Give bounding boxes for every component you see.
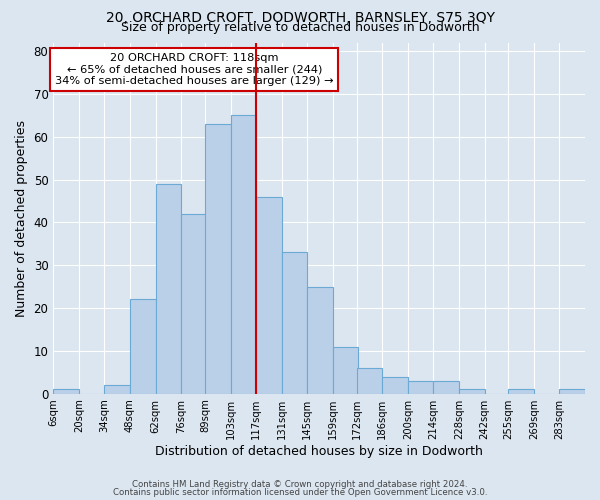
X-axis label: Distribution of detached houses by size in Dodworth: Distribution of detached houses by size … [155, 444, 483, 458]
Y-axis label: Number of detached properties: Number of detached properties [15, 120, 28, 316]
Text: 20, ORCHARD CROFT, DODWORTH, BARNSLEY, S75 3QY: 20, ORCHARD CROFT, DODWORTH, BARNSLEY, S… [106, 11, 494, 25]
Bar [356, 368, 382, 394]
Text: 20 ORCHARD CROFT: 118sqm
← 65% of detached houses are smaller (244)
34% of semi-: 20 ORCHARD CROFT: 118sqm ← 65% of detach… [55, 53, 334, 86]
Bar [205, 124, 230, 394]
Bar [408, 381, 433, 394]
Bar [104, 385, 130, 394]
Bar [230, 116, 256, 394]
Bar [333, 346, 358, 394]
Bar [256, 196, 281, 394]
Text: Contains HM Land Registry data © Crown copyright and database right 2024.: Contains HM Land Registry data © Crown c… [132, 480, 468, 489]
Bar [508, 390, 534, 394]
Bar [53, 390, 79, 394]
Bar [559, 390, 585, 394]
Bar [459, 390, 485, 394]
Bar [181, 214, 207, 394]
Bar [382, 376, 408, 394]
Bar [433, 381, 459, 394]
Text: Size of property relative to detached houses in Dodworth: Size of property relative to detached ho… [121, 22, 479, 35]
Bar [281, 252, 307, 394]
Bar [155, 184, 181, 394]
Bar [130, 300, 155, 394]
Bar [307, 286, 333, 394]
Text: Contains public sector information licensed under the Open Government Licence v3: Contains public sector information licen… [113, 488, 487, 497]
